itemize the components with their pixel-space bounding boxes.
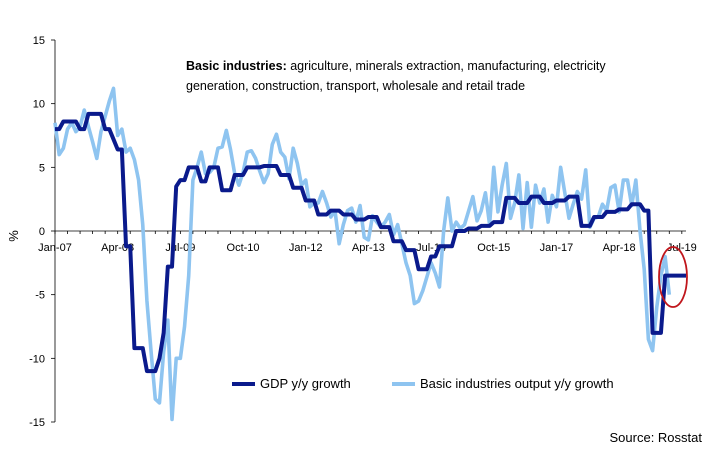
x-tick-labels: Jan-07 Apr-08 Jul-09 Oct-10 Jan-12 Apr-13 Jul-…	[38, 231, 697, 254]
legend-label-gdp: GDP y/y growth	[260, 376, 351, 391]
y-tick-label: 0	[39, 226, 45, 238]
y-tick-labels: 15 10 5 0 -5 -10 -15	[29, 35, 55, 429]
gdp-series-line	[55, 111, 686, 374]
source-note: Source: Rosstat	[610, 430, 703, 445]
highlight-circle	[658, 246, 688, 308]
x-tick-label: Jul-19	[667, 242, 697, 254]
x-tick-label: Oct-10	[227, 242, 260, 254]
x-tick-label: Oct-15	[477, 242, 510, 254]
legend-label-basic: Basic industries output y/y growth	[420, 376, 614, 391]
annotation-line-1: Basic industries: agriculture, minerals …	[186, 59, 606, 73]
x-tick-label: Jan-12	[289, 242, 323, 254]
series-layer	[53, 86, 686, 422]
y-tick-label: -15	[29, 417, 45, 429]
y-tick-label: -5	[35, 290, 45, 302]
annotation-text-1: agriculture, minerals extraction, manufa…	[287, 59, 607, 73]
x-tick-label: Apr-13	[352, 242, 385, 254]
x-tick-label: Apr-18	[603, 242, 636, 254]
y-tick-label: -10	[29, 353, 45, 365]
legend: GDP y/y growth Basic industries output y…	[232, 376, 614, 391]
annotation-line-2: generation, construction, transport, who…	[186, 79, 525, 93]
y-tick-label: 10	[33, 99, 45, 111]
y-tick-label: 15	[33, 35, 45, 47]
annotation-bold: Basic industries:	[186, 59, 287, 73]
y-axis-label: %	[6, 230, 21, 242]
x-tick-label: Jan-07	[38, 242, 72, 254]
x-tick-label: Jan-17	[540, 242, 574, 254]
y-tick-label: 5	[39, 162, 45, 174]
